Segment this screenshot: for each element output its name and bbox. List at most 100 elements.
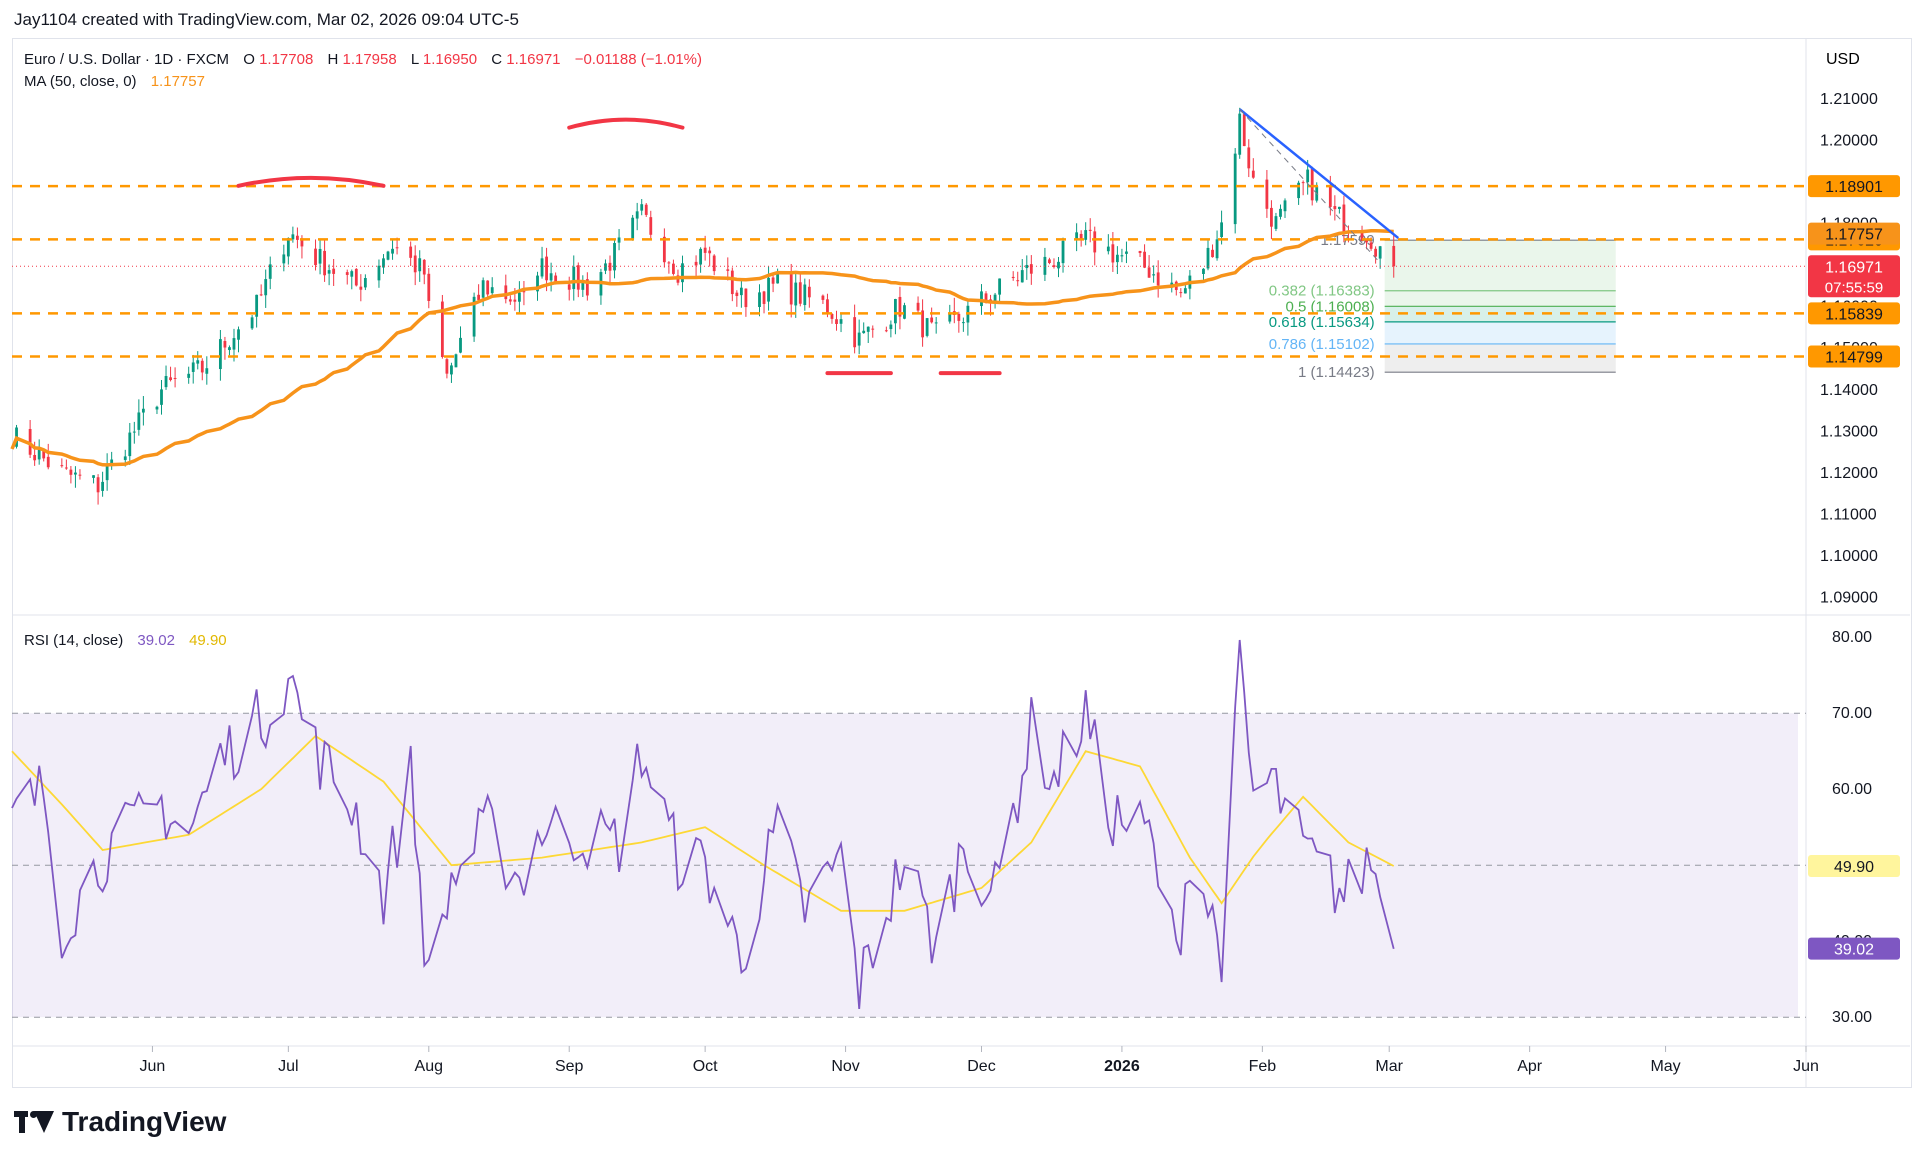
current-price-label: 1.16971 [1825, 259, 1883, 276]
candle-body [1270, 207, 1273, 227]
ma-price-label: 1.17757 [1825, 227, 1883, 244]
tradingview-logo[interactable]: TradingView [14, 1106, 226, 1138]
fib-zone-green [1384, 240, 1616, 307]
highlight-marker[interactable] [567, 117, 685, 130]
legend-h-value: 1.17958 [342, 51, 396, 68]
candle-body [744, 288, 748, 308]
candle-body [268, 264, 272, 279]
candle-body [1093, 231, 1097, 253]
candle-body [481, 280, 485, 298]
level-price-badge [1808, 345, 1900, 368]
candle-body [789, 272, 793, 305]
time-axis-label: Jun [1793, 1058, 1819, 1075]
candle-body [1179, 292, 1183, 294]
rsi-ma-badge [1808, 854, 1900, 877]
candle-body [1016, 280, 1020, 282]
fib-level-label: 0.786 (1.15102) [1269, 336, 1375, 353]
candle-body [866, 326, 870, 332]
fib-zone-gray [1384, 343, 1616, 373]
level-price-label: 1.15839 [1825, 306, 1883, 323]
candle-body [948, 313, 952, 322]
candle-body [513, 299, 517, 302]
candle-body [96, 477, 100, 493]
candle-body [1333, 206, 1337, 210]
candle-body [1274, 216, 1278, 229]
levels-layer [12, 184, 1806, 358]
candle-body [440, 301, 444, 358]
candle-body [101, 481, 105, 491]
candle-body [110, 459, 114, 466]
candle-body [889, 324, 893, 330]
legend-l-value: 1.16950 [423, 51, 477, 68]
candle-body [640, 204, 644, 211]
candle-body [984, 293, 988, 302]
candle-body [350, 271, 354, 277]
level-price-badge [1808, 302, 1900, 325]
fib-level-label: 0.382 (1.16383) [1269, 283, 1375, 300]
candle-body [42, 450, 46, 459]
candle-body [916, 302, 920, 311]
price-tick-label: 1.10000 [1820, 548, 1878, 565]
candle-body [980, 291, 983, 307]
candle-body [604, 263, 607, 271]
time-axis-label: May [1650, 1058, 1680, 1075]
candle-body [894, 299, 897, 324]
candle-body [160, 389, 163, 405]
currency-label: USD [1826, 51, 1860, 68]
ma50-line[interactable] [10, 228, 1394, 467]
candle-body [857, 332, 861, 346]
candle-body [739, 287, 743, 296]
candle-body [934, 322, 938, 324]
candle-body [1206, 247, 1210, 269]
trend-line[interactable] [1238, 108, 1400, 240]
candle-body [1111, 244, 1115, 263]
time-axis-label: Mar [1375, 1058, 1403, 1075]
candle-body [1247, 147, 1251, 169]
price-tick-label: 1.12000 [1820, 465, 1878, 482]
rsi-line[interactable] [11, 639, 1395, 1009]
candle-body [1156, 272, 1160, 286]
legend-l-label: L [411, 51, 419, 68]
candle-body [961, 322, 965, 324]
candle-body [613, 243, 616, 271]
rsi-ma-badge-label: 49.90 [1834, 859, 1874, 876]
rsi-ma-line[interactable] [11, 734, 1395, 912]
created-header: Jay1104 created with TradingView.com, Ma… [14, 10, 519, 29]
candle-body [314, 248, 317, 266]
candle-body [450, 365, 453, 375]
rsi-value-badge-label: 39.02 [1834, 942, 1874, 959]
time-axis-label: Feb [1249, 1058, 1277, 1075]
price-tick-label: 1.09000 [1820, 590, 1878, 607]
candle-body [830, 313, 834, 319]
candle-body [1242, 114, 1246, 147]
candle-body [169, 377, 172, 381]
time-axis-label: Oct [693, 1058, 718, 1075]
candle-body [1202, 268, 1205, 274]
candle-body [1233, 153, 1237, 225]
candle-body [363, 278, 367, 288]
candle-body [173, 377, 177, 379]
highlight-marker[interactable] [236, 175, 386, 188]
candle-body [490, 287, 494, 294]
candle-body [1084, 230, 1088, 240]
candle-body [667, 262, 671, 264]
candle-body [1152, 274, 1156, 276]
candle-body [46, 456, 50, 468]
candle-body [925, 318, 929, 336]
candle-body [296, 235, 299, 240]
candle-body [1328, 186, 1332, 207]
candle-body [223, 341, 227, 348]
candle-body [1029, 264, 1033, 274]
candle-body [259, 294, 263, 296]
level-price-badge [1808, 175, 1900, 198]
candle-body [1183, 288, 1187, 294]
candle-body [37, 449, 41, 460]
candle-body [250, 317, 254, 329]
candle-body [33, 454, 37, 461]
fib-level-label: 0.618 (1.15634) [1269, 314, 1375, 331]
candle-body [681, 263, 684, 283]
rsi-tick-label: 30.00 [1832, 1009, 1872, 1026]
candle-body [549, 273, 553, 281]
